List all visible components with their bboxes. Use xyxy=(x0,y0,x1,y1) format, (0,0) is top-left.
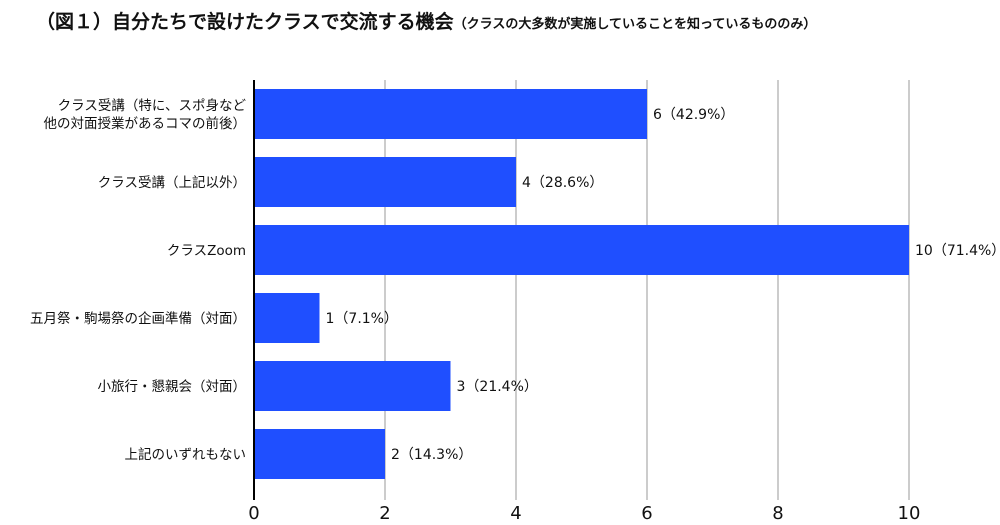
data-label-1: 4（28.6%） xyxy=(522,175,603,191)
category-label-5-0: 上記のいずれもない xyxy=(125,446,247,463)
category-label-4-0: 小旅行・懇親会（対面） xyxy=(98,379,247,395)
data-label-5: 2（14.3%） xyxy=(391,447,472,463)
bar-3 xyxy=(254,293,320,343)
chart-title: （図１）自分たちで設けたクラスで交流する機会 xyxy=(36,11,454,33)
data-label-3: 1（7.1%） xyxy=(326,311,398,327)
x-tick-label-5: 10 xyxy=(898,503,921,524)
data-label-0: 6（42.9%） xyxy=(653,107,734,123)
category-label-2-0: クラスZoom xyxy=(167,243,246,259)
category-label-0-1: 他の対面授業があるコマの前後） xyxy=(44,115,247,132)
bar-1 xyxy=(254,157,516,207)
x-tick-label-3: 6 xyxy=(641,503,652,524)
bar-5 xyxy=(254,429,385,479)
data-label-2: 10（71.4%） xyxy=(915,243,1000,259)
bar-2 xyxy=(254,225,909,275)
bar-0 xyxy=(254,89,647,139)
category-label-3-0: 五月祭・駒場祭の企画準備（対面） xyxy=(30,310,246,327)
x-tick-label-4: 8 xyxy=(772,503,783,524)
x-tick-label-2: 4 xyxy=(510,503,521,524)
x-tick-label-0: 0 xyxy=(248,503,259,524)
chart-title-block: （図１）自分たちで設けたクラスで交流する機会（クラスの大多数が実施していることを… xyxy=(36,7,816,34)
bar-4 xyxy=(254,361,451,411)
category-label-1-0: クラス受講（上記以外） xyxy=(98,174,246,191)
chart-subtitle: （クラスの大多数が実施していることを知っているもののみ） xyxy=(453,17,817,32)
x-tick-label-1: 2 xyxy=(379,503,390,524)
category-label-0-0: クラス受講（特に、スポ身など xyxy=(58,98,247,114)
data-label-4: 3（21.4%） xyxy=(457,379,538,395)
